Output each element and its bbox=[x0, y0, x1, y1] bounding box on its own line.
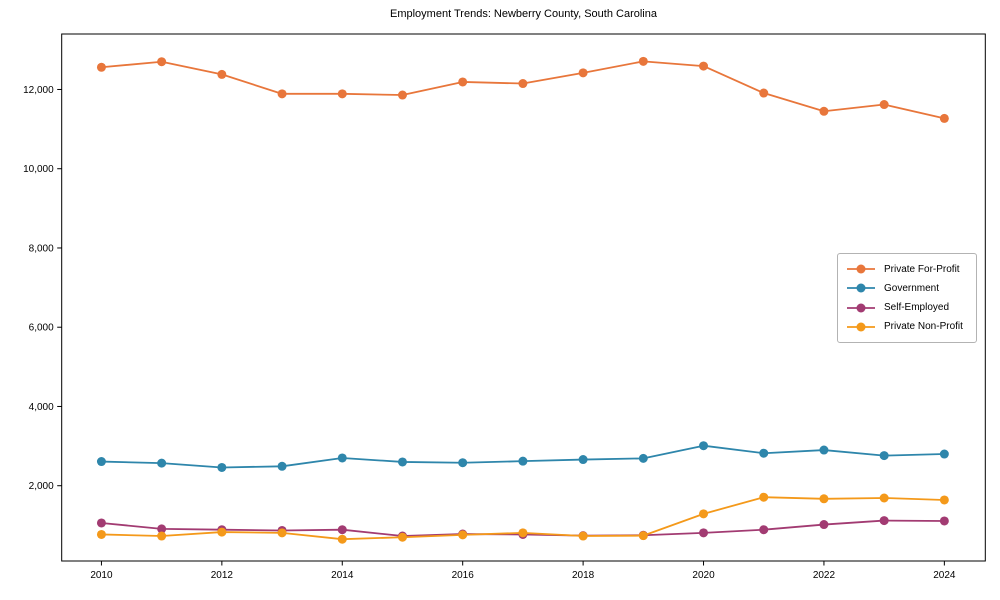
x-tick-label: 2018 bbox=[572, 570, 595, 581]
plot-frame bbox=[61, 33, 986, 562]
legend-marker-icon bbox=[847, 283, 875, 293]
data-point bbox=[939, 113, 949, 123]
data-point bbox=[638, 56, 648, 66]
y-tick-label: 6,000 bbox=[29, 323, 54, 334]
x-tick-label: 2014 bbox=[331, 570, 354, 581]
legend-entry: Self-Employed bbox=[846, 299, 968, 317]
data-point bbox=[879, 516, 889, 526]
data-point bbox=[277, 528, 287, 538]
data-point bbox=[277, 461, 287, 471]
data-point bbox=[96, 457, 106, 467]
x-tick-label: 2016 bbox=[452, 570, 475, 581]
data-point bbox=[819, 494, 829, 504]
data-point bbox=[578, 68, 588, 78]
data-point bbox=[397, 532, 407, 542]
series-line bbox=[101, 60, 945, 120]
data-point bbox=[759, 525, 769, 535]
data-point bbox=[157, 57, 167, 67]
x-tick-label: 2024 bbox=[933, 570, 956, 581]
y-tick-label: 2,000 bbox=[29, 481, 54, 492]
y-tick-label: 10,000 bbox=[23, 164, 54, 175]
data-point bbox=[458, 530, 468, 540]
x-tick-label: 2012 bbox=[211, 570, 234, 581]
data-point bbox=[96, 62, 106, 72]
y-tick-label: 4,000 bbox=[29, 402, 54, 413]
data-point bbox=[759, 492, 769, 502]
data-point bbox=[518, 456, 528, 466]
legend-marker-icon bbox=[847, 303, 875, 313]
legend-label: Government bbox=[884, 282, 940, 294]
legend-marker-icon bbox=[847, 322, 875, 332]
data-point bbox=[759, 88, 769, 98]
data-point bbox=[638, 531, 648, 541]
data-point bbox=[699, 441, 709, 451]
legend-marker-icon bbox=[847, 264, 875, 274]
y-tick-label: 12,000 bbox=[23, 85, 54, 96]
data-point bbox=[819, 520, 829, 530]
data-point bbox=[879, 451, 889, 461]
data-point bbox=[157, 531, 167, 541]
legend-entry: Private For-Profit bbox=[846, 260, 968, 278]
series-government bbox=[96, 441, 949, 472]
data-point bbox=[939, 495, 949, 505]
data-point bbox=[699, 528, 709, 538]
data-point bbox=[518, 528, 528, 538]
legend-label: Private Non-Profit bbox=[884, 321, 963, 333]
data-point bbox=[759, 448, 769, 458]
data-point bbox=[699, 61, 709, 71]
data-point bbox=[939, 516, 949, 526]
data-point bbox=[939, 449, 949, 459]
data-point bbox=[879, 100, 889, 110]
data-point bbox=[217, 462, 227, 472]
data-point bbox=[458, 458, 468, 468]
data-point bbox=[337, 453, 347, 463]
data-point bbox=[217, 69, 227, 79]
legend: Private For-Profit Government Self-Employe… bbox=[837, 253, 977, 343]
data-point bbox=[157, 524, 167, 534]
data-point bbox=[217, 527, 227, 537]
series-private-non-profit bbox=[96, 492, 949, 544]
data-point bbox=[879, 493, 889, 503]
data-point bbox=[337, 89, 347, 99]
data-point bbox=[96, 518, 106, 528]
data-point bbox=[96, 529, 106, 539]
data-point bbox=[397, 90, 407, 100]
data-point bbox=[337, 534, 347, 544]
data-point bbox=[819, 106, 829, 116]
data-point bbox=[518, 79, 528, 89]
y-tick-label: 8,000 bbox=[29, 243, 54, 254]
x-tick-label: 2010 bbox=[90, 570, 113, 581]
data-point bbox=[578, 531, 588, 541]
data-point bbox=[277, 89, 287, 99]
chart-title: Employment Trends: Newberry County, Sout… bbox=[390, 8, 657, 20]
legend-label: Self-Employed bbox=[884, 302, 950, 314]
x-tick-label: 2022 bbox=[813, 570, 836, 581]
data-point bbox=[638, 453, 648, 463]
data-point bbox=[337, 525, 347, 535]
legend-entry: Private Non-Profit bbox=[846, 318, 968, 336]
data-point bbox=[458, 77, 468, 87]
series-private-for-profit bbox=[96, 56, 949, 123]
x-tick-label: 2020 bbox=[692, 570, 715, 581]
data-point bbox=[157, 458, 167, 468]
legend-label: Private For-Profit bbox=[884, 263, 960, 275]
data-point bbox=[397, 457, 407, 467]
data-point bbox=[819, 445, 829, 455]
data-point bbox=[699, 509, 709, 519]
legend-entry: Government bbox=[846, 279, 968, 297]
data-point bbox=[578, 455, 588, 465]
